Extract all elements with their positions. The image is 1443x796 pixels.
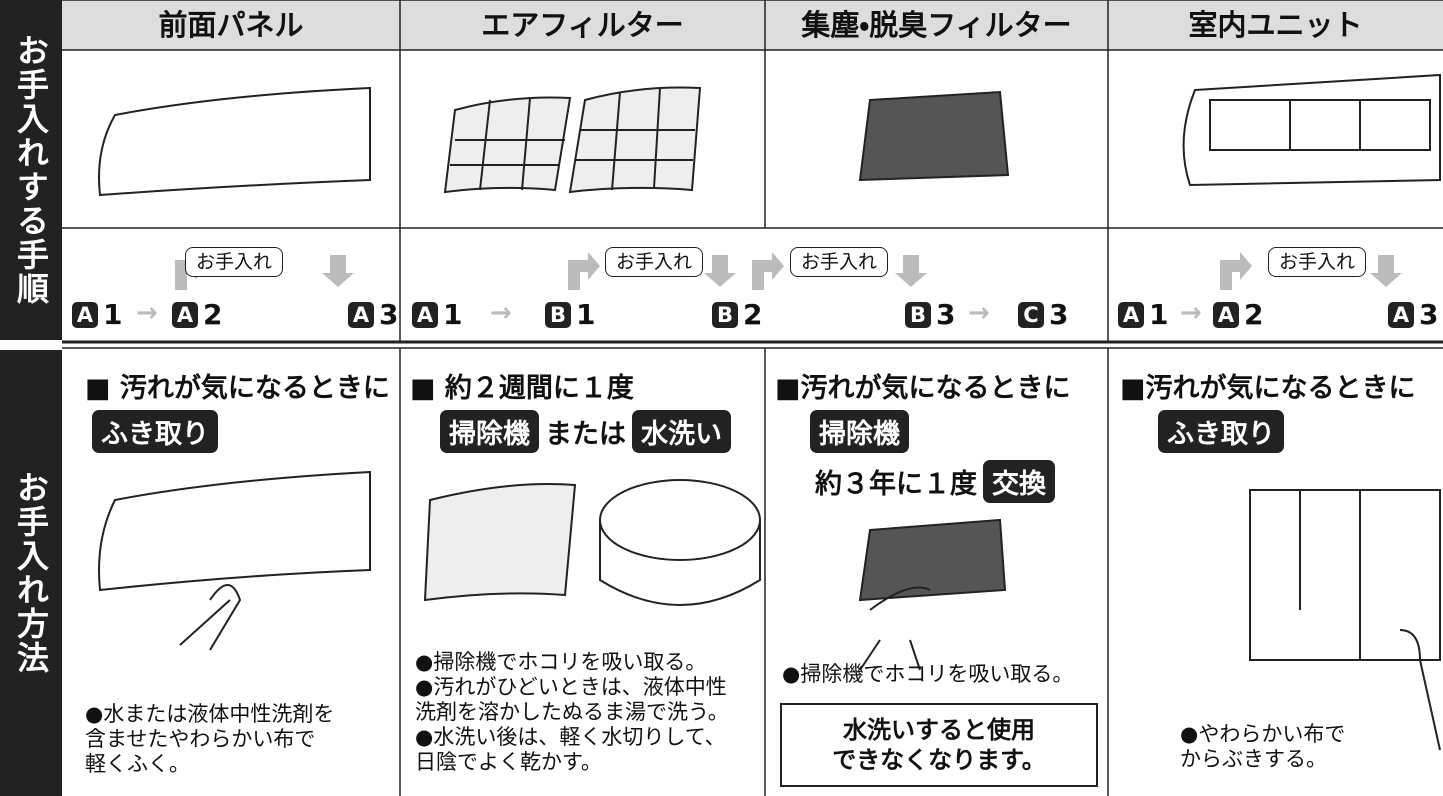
method-tag: 掃除機 xyxy=(810,410,909,453)
step-badge: C xyxy=(1018,301,1044,328)
side-label: お手入れする手順 xyxy=(0,0,62,340)
step-badge: A xyxy=(348,301,374,328)
arrow: → xyxy=(968,298,990,328)
step-badge: B xyxy=(712,301,738,328)
step-number: 2 xyxy=(203,298,223,331)
method-tag: ふき取り xyxy=(1158,410,1284,453)
note: ●水洗い後は、軽く水切りして、 日陰でよく乾かす。 xyxy=(415,725,726,774)
procedure-label: お手入れ xyxy=(790,247,889,277)
method-text: 約３年に１度 xyxy=(815,469,977,500)
step-badge: A xyxy=(1213,301,1239,328)
procedure-label: お手入れ xyxy=(185,247,284,277)
method-heading: ■ 約２週間に１度 xyxy=(410,373,634,404)
step-number: 1 xyxy=(576,298,596,331)
step-number: 3 xyxy=(1419,298,1439,331)
step-badge: A xyxy=(1388,301,1414,328)
column-title: 前面パネル xyxy=(158,8,304,42)
bent-arrows xyxy=(175,252,1402,290)
method-line: 掃除機 xyxy=(810,410,909,453)
step-number: 3 xyxy=(936,298,956,331)
method-line: 掃除機 または 水洗い xyxy=(440,410,731,453)
method-tag: 水洗い xyxy=(632,410,731,453)
column-title: 集塵・脱臭フィルター xyxy=(801,8,1072,42)
procedure-label: お手入れ xyxy=(1268,247,1367,277)
method-text: または xyxy=(545,419,626,450)
notes: ●掃除機でホコリを吸い取る。 xyxy=(782,662,1073,687)
note: ●掃除機でホコリを吸い取る。 xyxy=(415,650,707,674)
column-title: エアフィルター xyxy=(481,8,684,42)
arrow: → xyxy=(1180,298,1202,328)
step-number: 1 xyxy=(443,298,463,331)
step-number: 3 xyxy=(379,298,399,331)
method-tag: ふき取り xyxy=(92,410,218,453)
note: ●やわらかい布で からぶきする。 xyxy=(1180,722,1346,771)
method-tag: 掃除機 xyxy=(440,410,539,453)
step-badge: A xyxy=(1118,301,1144,328)
arrow: → xyxy=(136,298,158,328)
step-badge: B xyxy=(905,301,931,328)
note: ●掃除機でホコリを吸い取る。 xyxy=(782,662,1074,686)
grid xyxy=(62,0,1443,796)
method-line: ふき取り xyxy=(1158,410,1284,453)
notes: ●掃除機でホコリを吸い取る。 ●汚れがひどいときは、液体中性 洗剤を溶かしたぬるま… xyxy=(415,650,729,775)
step-badge: A xyxy=(172,301,198,328)
method-heading: ■汚れが気になるときに xyxy=(1120,373,1416,404)
step-number: 2 xyxy=(743,298,763,331)
arrow: → xyxy=(490,298,512,328)
note: ●水または液体中性洗剤を 含ませたやわらかい布で 軽くふく。 xyxy=(85,702,335,776)
step-badge: B xyxy=(545,301,571,328)
note: ●汚れがひどいときは、液体中性 洗剤を溶かしたぬるま湯で洗う。 xyxy=(415,675,729,724)
procedure-label: お手入れ xyxy=(605,247,704,277)
method-heading: ■汚れが気になるときに xyxy=(775,373,1071,404)
step-number: 1 xyxy=(103,298,123,331)
illustrations xyxy=(98,73,1441,751)
step-number: 2 xyxy=(1244,298,1264,331)
notes: ●やわらかい布で からぶきする。 xyxy=(1180,722,1345,772)
method-tag: 交換 xyxy=(983,460,1055,503)
method-line: 約３年に１度 交換 xyxy=(815,460,1055,503)
method-heading: ■ 汚れが気になるときに xyxy=(85,373,390,404)
method-line: ふき取り xyxy=(92,410,218,453)
step-number: 1 xyxy=(1149,298,1169,331)
warning-box: 水洗いすると使用 できなくなります。 xyxy=(780,703,1098,787)
step-badge: A xyxy=(72,301,98,328)
side-label: お手入れ方法 xyxy=(0,350,62,796)
notes: ●水または液体中性洗剤を 含ませたやわらかい布で 軽くふく。 xyxy=(85,702,334,777)
header-bg xyxy=(62,0,1443,50)
step-badge: A xyxy=(412,301,438,328)
step-number: 3 xyxy=(1049,298,1069,331)
column-title: 室内ユニット xyxy=(1188,8,1363,42)
